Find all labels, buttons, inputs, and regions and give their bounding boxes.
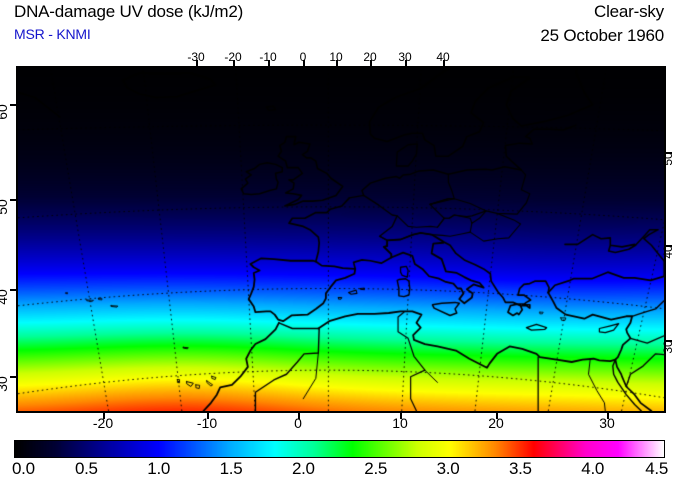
sky-condition-label: Clear-sky (594, 2, 664, 21)
colorbar (14, 440, 665, 458)
x-tick-label-top: 30 (398, 50, 412, 64)
x-tick-bottom (496, 413, 498, 419)
x-tick-label-top: 40 (436, 50, 450, 64)
colorbar-tick-label: 4.5 (645, 459, 668, 478)
y-tick-left (10, 199, 16, 201)
y-tick-left (10, 104, 16, 106)
x-tick-label-top: -30 (187, 50, 205, 64)
date-label: 25 October 1960 (540, 26, 664, 45)
colorbar-tick-label: 1.0 (147, 459, 171, 478)
y-tick-label-right: 40 (661, 245, 675, 259)
y-tick-right (666, 340, 672, 342)
page-title: DNA-damage UV dose (kJ/m2) (14, 2, 244, 21)
x-tick-label-top: 10 (329, 50, 343, 64)
x-tick-bottom (400, 413, 402, 419)
colorbar-tick-label: 3.5 (508, 459, 532, 478)
x-tick-label-top: -20 (224, 50, 242, 64)
x-tick-top (196, 60, 198, 66)
x-tick-bottom (207, 413, 209, 419)
y-tick-right (666, 245, 672, 247)
colorbar-tick-label: 1.5 (219, 459, 243, 478)
x-tick-bottom (607, 413, 609, 419)
y-tick-label-right: 50 (661, 152, 675, 166)
uv-dose-heatmap-canvas (18, 68, 664, 411)
x-tick-label-bottom: 0 (294, 415, 302, 431)
x-tick-top (268, 60, 270, 66)
x-tick-label-bottom: -10 (196, 415, 218, 431)
y-tick-label-left: 50 (0, 199, 10, 215)
colorbar-tick-label: 0.5 (74, 459, 98, 478)
x-tick-label-top: -10 (259, 50, 277, 64)
x-tick-label-bottom: 10 (392, 415, 408, 431)
x-tick-bottom (298, 413, 300, 419)
x-tick-top (405, 60, 407, 66)
y-tick-label-left: 30 (0, 376, 10, 392)
x-tick-top (443, 60, 445, 66)
x-tick-top (303, 60, 305, 66)
map-plot-area (16, 66, 666, 413)
colorbar-gradient (15, 441, 664, 457)
x-tick-label-top: 20 (363, 50, 377, 64)
colorbar-tick-label: 2.5 (364, 459, 388, 478)
x-tick-top (233, 60, 235, 66)
x-tick-bottom (103, 413, 105, 419)
x-tick-label-bottom: -20 (92, 415, 114, 431)
y-tick-right (666, 152, 672, 154)
x-tick-top (370, 60, 372, 66)
y-tick-left (10, 289, 16, 291)
source-attribution: MSR - KNMI (14, 26, 91, 42)
x-tick-label-bottom: 20 (488, 415, 504, 431)
y-tick-left (10, 376, 16, 378)
colorbar-tick-label: 2.0 (291, 459, 315, 478)
colorbar-tick-label: 3.0 (436, 459, 460, 478)
x-tick-label-bottom: 30 (599, 415, 615, 431)
colorbar-tick-label: 4.0 (581, 459, 605, 478)
colorbar-tick-label: 0.0 (12, 459, 35, 478)
y-tick-label-left: 40 (0, 289, 10, 305)
y-tick-label-right: 30 (661, 340, 675, 354)
x-tick-label-top: 0 (299, 50, 307, 64)
x-tick-top (336, 60, 338, 66)
y-tick-label-left: 60 (0, 104, 10, 120)
